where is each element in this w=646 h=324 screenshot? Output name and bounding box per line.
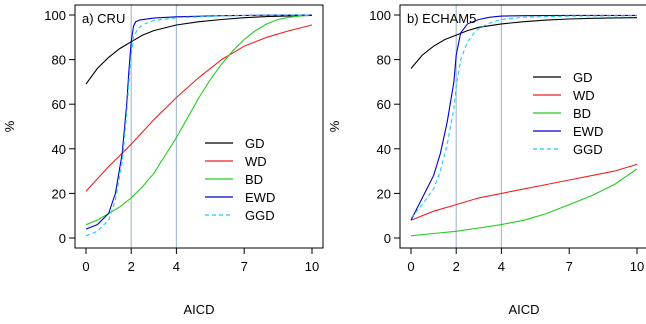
x-tick-label: 2 <box>128 259 135 274</box>
legend-label-gd: GD <box>573 70 593 85</box>
x-tick-label: 2 <box>453 259 460 274</box>
legend-label-bd: BD <box>573 106 591 121</box>
series-line-bd <box>410 168 638 237</box>
legend-label-ewd: EWD <box>245 190 275 205</box>
y-axis-title: % <box>327 120 342 132</box>
legend: GD WD BD EWD GGD <box>533 70 603 157</box>
y-tick-label: 80 <box>377 53 391 68</box>
x-tick-label: 10 <box>305 259 319 274</box>
x-axis-title: AICD <box>183 302 214 317</box>
x-tick-label: 4 <box>498 259 505 274</box>
legend: GD WD BD EWD GGD <box>205 136 275 223</box>
series-line-wd <box>410 163 638 221</box>
series-line-ewd <box>410 14 637 221</box>
series-line-gd <box>85 14 313 85</box>
legend-label-gd: GD <box>245 136 265 151</box>
legend-label-wd: WD <box>573 88 595 103</box>
y-tick-label: 80 <box>52 53 66 68</box>
y-tick-label: 0 <box>59 231 66 246</box>
plot-frame <box>74 4 324 249</box>
y-tick-label: 60 <box>52 97 66 112</box>
legend-label-wd: WD <box>245 154 267 169</box>
x-tick-label: 10 <box>630 259 644 274</box>
x-tick-label: 7 <box>566 259 573 274</box>
legend-label-ewd: EWD <box>573 124 603 139</box>
series-line-ggd <box>410 15 638 219</box>
legend-label-bd: BD <box>245 172 263 187</box>
x-tick-label: 0 <box>82 259 89 274</box>
y-tick-label: 40 <box>52 142 66 157</box>
y-tick-label: 60 <box>377 97 391 112</box>
panel-title: a) CRU <box>82 11 125 26</box>
panel-title: b) ECHAM5 <box>407 11 476 26</box>
y-tick-label: 0 <box>384 231 391 246</box>
x-axis-title: AICD <box>508 302 539 317</box>
legend-label-ggd: GGD <box>573 142 603 157</box>
y-tick-label: 20 <box>377 186 391 201</box>
x-tick-label: 4 <box>173 259 180 274</box>
y-tick-label: 40 <box>377 142 391 157</box>
series-line-gd <box>410 17 638 69</box>
series-line-ggd <box>85 14 313 237</box>
y-tick-label: 100 <box>369 8 391 23</box>
x-tick-label: 0 <box>407 259 414 274</box>
y-tick-label: 20 <box>52 186 66 201</box>
y-tick-label: 100 <box>44 8 66 23</box>
legend-label-ggd: GGD <box>245 208 275 223</box>
series-line-bd <box>85 14 313 226</box>
series-line-ewd <box>85 14 313 230</box>
x-tick-label: 7 <box>241 259 248 274</box>
y-axis-title: % <box>2 120 17 132</box>
plot-frame <box>399 4 646 249</box>
